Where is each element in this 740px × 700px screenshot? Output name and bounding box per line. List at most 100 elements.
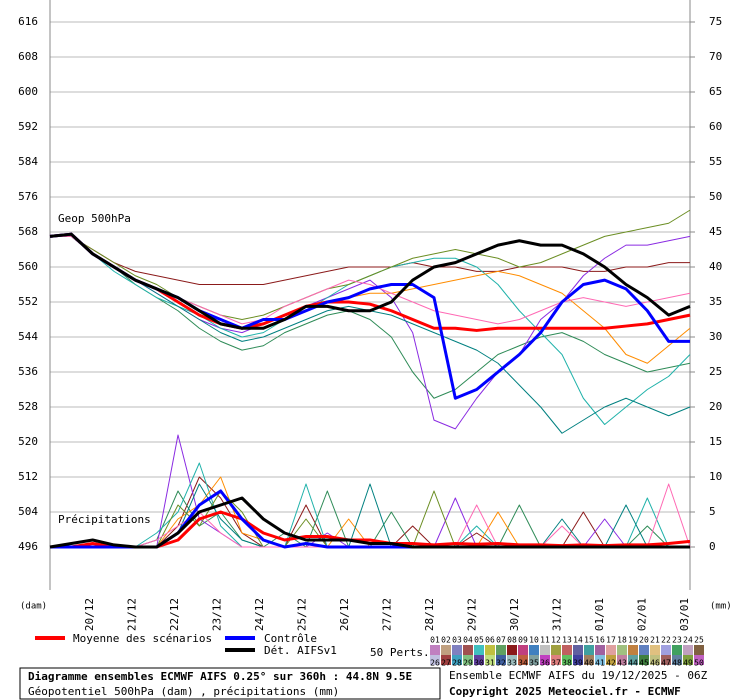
pert-swatch	[694, 655, 704, 665]
pert-number: 46	[650, 659, 660, 668]
y-tick-label: 608	[18, 50, 38, 63]
pert-number: 19	[628, 636, 638, 645]
pert-swatch	[496, 645, 506, 655]
pert-geop-line	[50, 235, 690, 285]
y2-tick-label: 75	[709, 15, 722, 28]
precip-line	[49, 496, 690, 549]
pert-swatch	[507, 655, 517, 665]
x-tick-label: 22/12	[168, 598, 181, 631]
footer-subtitle: Géopotentiel 500hPa (dam) , précipitatio…	[28, 685, 339, 698]
pert-swatch	[672, 645, 682, 655]
pert-number: 38	[562, 659, 572, 668]
pert-number: 40	[584, 659, 594, 668]
pert-swatch	[584, 645, 594, 655]
pert-number: 34	[518, 659, 528, 668]
pert-number: 30	[474, 659, 484, 668]
pert-swatch	[474, 655, 484, 665]
pert-swatch	[661, 645, 671, 655]
x-tick-label: 30/12	[508, 598, 521, 631]
pert-number: 03	[452, 636, 462, 645]
pert-swatch	[507, 645, 517, 655]
y2-tick-label: 30	[709, 330, 722, 343]
pert-number: 06	[485, 636, 495, 645]
pert-number: 32	[496, 659, 506, 668]
y2-tick-label: 20	[709, 400, 722, 413]
pert-swatch	[452, 655, 462, 665]
pert-number: 11	[540, 636, 550, 645]
x-tick-label: 24/12	[253, 598, 266, 631]
pert-number: 09	[518, 636, 528, 645]
x-tick-label: 29/12	[466, 598, 479, 631]
x-tick-label: 20/12	[83, 598, 96, 631]
pert-swatch	[529, 655, 539, 665]
pert-swatch	[683, 655, 693, 665]
y2-label: (mm)	[710, 602, 732, 612]
pert-number: 47	[661, 659, 671, 668]
y-tick-label: 600	[18, 85, 38, 98]
pert-number: 18	[617, 636, 627, 645]
pert-swatch	[562, 645, 572, 655]
legend-mean: Moyenne des scénarios	[73, 632, 212, 645]
pert-number: 05	[474, 636, 484, 645]
pert-swatch	[639, 645, 649, 655]
pert-number: 26	[430, 659, 440, 668]
legend-perts: 50 Perts.	[370, 646, 430, 659]
y-tick-label: 560	[18, 260, 38, 273]
pert-number: 15	[584, 636, 594, 645]
pert-swatch	[617, 645, 627, 655]
pert-number: 16	[595, 636, 605, 645]
y-tick-label: 584	[18, 155, 38, 168]
pert-swatch	[595, 645, 605, 655]
y-tick-label: 552	[18, 295, 38, 308]
pert-number: 50	[694, 659, 704, 668]
pert-number: 33	[507, 659, 517, 668]
pert-swatch	[441, 655, 451, 665]
pert-number: 29	[463, 659, 473, 668]
y-tick-label: 536	[18, 365, 38, 378]
y-tick-label: 504	[18, 505, 38, 518]
legend-det: Dét. AIFSv1	[264, 644, 337, 657]
pert-number: 23	[672, 636, 682, 645]
copyright: Copyright 2025 Meteociel.fr - ECMWF	[449, 685, 681, 698]
pert-swatch	[463, 645, 473, 655]
pert-number: 21	[650, 636, 660, 645]
y-tick-label: 568	[18, 225, 38, 238]
y-tick-label: 616	[18, 15, 38, 28]
pert-swatch	[661, 655, 671, 665]
pert-number: 24	[683, 636, 693, 645]
y2-tick-label: 10	[709, 470, 722, 483]
pert-swatch	[485, 645, 495, 655]
pert-number: 28	[452, 659, 462, 668]
y2-tick-label: 70	[709, 50, 722, 63]
pert-swatch	[518, 655, 528, 665]
pert-swatch	[595, 655, 605, 665]
pert-swatch	[463, 655, 473, 665]
precip-label: Précipitations	[58, 513, 151, 526]
pert-number: 43	[617, 659, 627, 668]
pert-number: 48	[672, 659, 682, 668]
pert-number: 22	[661, 636, 671, 645]
pert-number: 31	[485, 659, 495, 668]
y2-tick-label: 15	[709, 435, 722, 448]
x-tick-label: 28/12	[423, 598, 436, 631]
pert-swatch	[540, 645, 550, 655]
x-tick-label: 25/12	[296, 598, 309, 631]
pert-number: 39	[573, 659, 583, 668]
pert-swatch	[672, 655, 682, 665]
y-tick-label: 576	[18, 190, 38, 203]
y2-tick-label: 0	[709, 540, 716, 553]
pert-number: 14	[573, 636, 583, 645]
pert-swatch	[529, 645, 539, 655]
y2-tick-label: 25	[709, 365, 722, 378]
pert-swatch	[628, 645, 638, 655]
y2-tick-label: 50	[709, 190, 722, 203]
pert-swatch	[474, 645, 484, 655]
pert-number: 45	[639, 659, 649, 668]
x-tick-label: 31/12	[551, 598, 564, 631]
y2-tick-label: 55	[709, 155, 722, 168]
pert-geop-line	[50, 209, 691, 320]
pert-number: 02	[441, 636, 451, 645]
pert-number: 37	[551, 659, 561, 668]
pert-number: 25	[694, 636, 704, 645]
pert-number: 10	[529, 636, 539, 645]
